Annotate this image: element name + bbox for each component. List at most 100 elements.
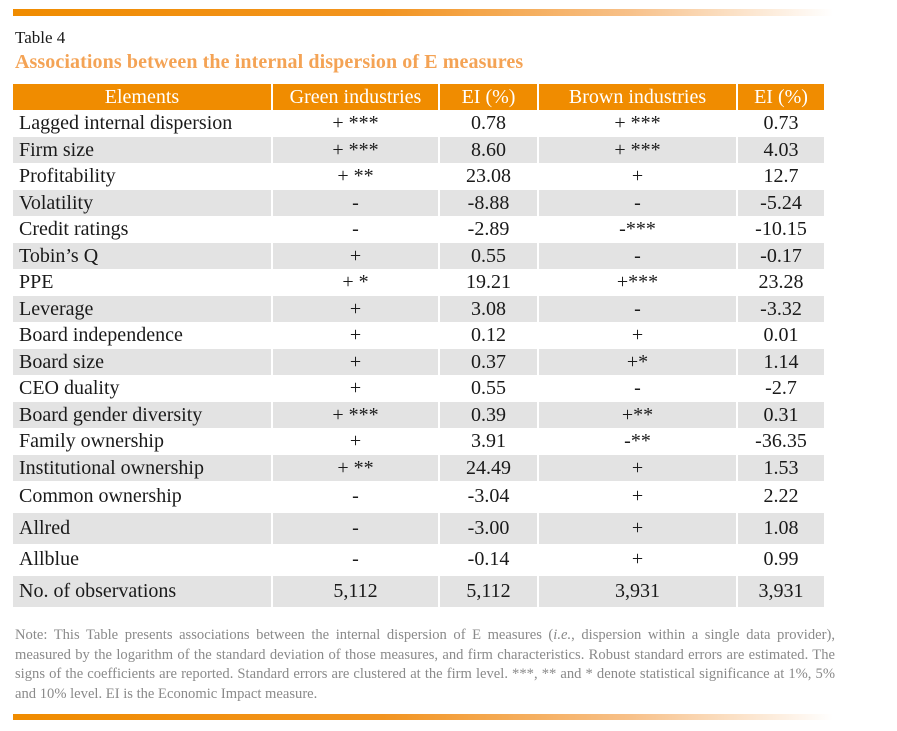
cell-brown-sign: - <box>539 295 736 322</box>
cell-green-sign: + <box>349 377 362 400</box>
table-note: Note: This Table presents associations b… <box>15 626 835 704</box>
cell-brown-sign: - <box>634 377 641 400</box>
cell-brown-sign: + <box>631 485 644 508</box>
cell-brown-ei: -36.35 <box>755 430 807 453</box>
cell-green-sign: - <box>352 548 359 571</box>
cell-brown-sign: +*** <box>616 271 659 294</box>
cell-green-sign: - <box>273 189 438 216</box>
table-row: Credit ratings - -2.89 -*** -10.15 <box>13 216 824 243</box>
cell-brown-sign: + <box>631 324 644 347</box>
table-row: Family ownership +3.91 -** -36.35 <box>13 428 824 455</box>
table-row: No. of observations 5,112 5,112 3,931 3,931 <box>13 575 824 607</box>
cell-green-sign: + *** <box>273 401 438 428</box>
cell-brown-ei: 1.53 <box>738 454 824 481</box>
cell-brown-ei: 0.31 <box>738 401 824 428</box>
table-row: Board gender diversity + *** 0.39 +** 0.31 <box>13 401 824 428</box>
cell-green-ei: 0.55 <box>440 242 537 269</box>
cell-green-ei: -0.14 <box>467 548 510 571</box>
cell-green-ei: 3.91 <box>471 430 506 453</box>
cell-brown-ei: 4.03 <box>738 136 824 163</box>
cell-element: CEO duality <box>19 377 120 400</box>
header-row: Elements Green industries EI (%) Brown i… <box>13 84 824 110</box>
table-row: Profitability + ** 23.08 +12.7 <box>13 163 824 190</box>
cell-element: Allblue <box>19 548 79 571</box>
cell-green-sign: + *** <box>332 112 379 135</box>
cell-element: Board gender diversity <box>13 401 271 428</box>
cell-green-sign: + * <box>342 271 369 294</box>
cell-element: Volatility <box>13 189 271 216</box>
col-header-brown-industries: Brown industries <box>539 84 736 110</box>
cell-brown-sign: 3,931 <box>539 575 736 607</box>
table-row: Firm size + *** 8.60 + *** 4.03 <box>13 136 824 163</box>
col-header-brown-ei: EI (%) <box>738 84 824 110</box>
cell-element: Institutional ownership <box>13 454 271 481</box>
cell-brown-sign: -*** <box>619 218 656 241</box>
bottom-accent-bar <box>13 714 833 720</box>
table-body: Lagged internal dispersion + *** 0.78 + ***… <box>13 110 824 607</box>
cell-brown-sign: + *** <box>614 112 661 135</box>
cell-brown-ei: 12.7 <box>763 165 799 188</box>
col-header-green-industries: Green industries <box>273 84 438 110</box>
cell-brown-ei: 0.73 <box>763 112 799 135</box>
cell-brown-ei: -0.17 <box>738 242 824 269</box>
cell-brown-sign: + <box>539 512 736 544</box>
cell-brown-sign: + <box>631 165 644 188</box>
cell-brown-sign: +* <box>539 348 736 375</box>
table-row: Tobin’s Q +0.55- -0.17 <box>13 242 824 269</box>
cell-green-ei: 8.60 <box>440 136 537 163</box>
cell-green-sign: + <box>273 348 438 375</box>
cell-green-ei: -2.89 <box>467 218 510 241</box>
cell-green-ei: 0.39 <box>440 401 537 428</box>
cell-brown-ei: -2.7 <box>765 377 797 400</box>
cell-green-sign: - <box>352 218 359 241</box>
cell-brown-ei: -10.15 <box>755 218 807 241</box>
note-text-2: , dispersion within a single data provid… <box>15 627 835 702</box>
table-row: Institutional ownership + ** 24.49 +1.53 <box>13 454 824 481</box>
cell-element: Board size <box>13 348 271 375</box>
cell-element: PPE <box>19 271 54 294</box>
cell-green-ei: 0.37 <box>440 348 537 375</box>
cell-green-ei: 5,112 <box>440 575 537 607</box>
cell-green-ei: 0.78 <box>471 112 506 135</box>
cell-green-ei: 3.08 <box>440 295 537 322</box>
cell-brown-ei: 0.01 <box>763 324 799 347</box>
cell-green-ei: 0.12 <box>471 324 506 347</box>
cell-element: No. of observations <box>13 575 271 607</box>
cell-brown-sign: + <box>631 548 644 571</box>
cell-element: Lagged internal dispersion <box>19 112 233 135</box>
cell-brown-ei: 3,931 <box>738 575 824 607</box>
cell-brown-sign: + <box>539 454 736 481</box>
cell-green-sign: + <box>273 242 438 269</box>
cell-brown-ei: 0.99 <box>763 548 799 571</box>
cell-green-sign: - <box>352 485 359 508</box>
table-row: Board size +0.37 +* 1.14 <box>13 348 824 375</box>
cell-green-ei: 23.08 <box>466 165 511 188</box>
results-table: Elements Green industries EI (%) Brown i… <box>11 84 826 607</box>
note-italic-ie: i.e. <box>553 627 572 643</box>
table-row: PPE + * 19.21 +*** 23.28 <box>13 269 824 296</box>
table-row: Leverage +3.08- -3.32 <box>13 295 824 322</box>
cell-element: Profitability <box>19 165 116 188</box>
cell-element: Credit ratings <box>19 218 129 241</box>
table-row: Common ownership - -3.04 +2.22 <box>13 481 824 513</box>
cell-brown-sign: - <box>539 242 736 269</box>
cell-brown-sign: -** <box>624 430 651 453</box>
cell-green-sign: + ** <box>337 165 374 188</box>
cell-green-sign: + <box>349 324 362 347</box>
table-row: Volatility - -8.88- -5.24 <box>13 189 824 216</box>
cell-brown-ei: 1.08 <box>738 512 824 544</box>
cell-green-ei: 24.49 <box>440 454 537 481</box>
cell-brown-sign: +** <box>539 401 736 428</box>
cell-brown-ei: -5.24 <box>738 189 824 216</box>
cell-brown-ei: 23.28 <box>758 271 804 294</box>
cell-green-ei: -8.88 <box>440 189 537 216</box>
cell-green-sign: 5,112 <box>273 575 438 607</box>
table-row: Lagged internal dispersion + *** 0.78 + ***… <box>13 110 824 137</box>
table-title: Associations between the internal disper… <box>15 51 524 73</box>
cell-brown-ei: -3.32 <box>738 295 824 322</box>
cell-element: Family ownership <box>19 430 164 453</box>
note-text-1: Note: This Table presents associations b… <box>15 627 554 643</box>
table-row: Allred - -3.00 +1.08 <box>13 512 824 544</box>
cell-brown-sign: + *** <box>539 136 736 163</box>
cell-green-ei: -3.04 <box>467 485 510 508</box>
